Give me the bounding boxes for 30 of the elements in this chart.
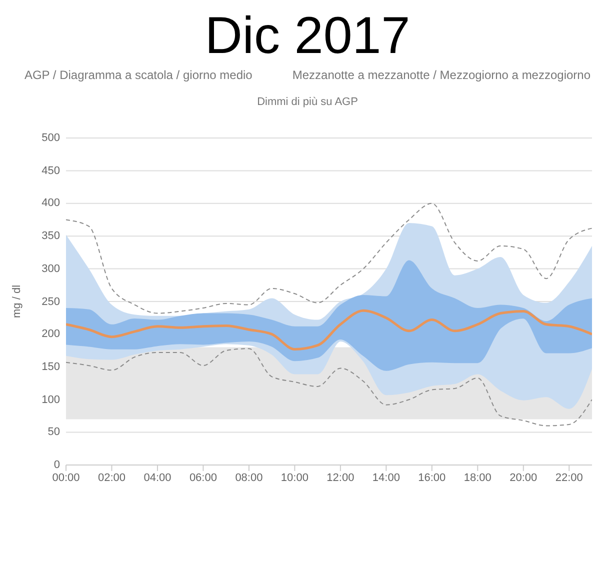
x-tick-label: 08:00 [235, 472, 263, 484]
x-tick-label: 04:00 [144, 472, 172, 484]
text: AGP / Diagramma a scatola / giorno medio [24, 68, 252, 82]
y-tick-label: 50 [48, 425, 60, 440]
y-tick-label: 300 [42, 262, 60, 276]
y-tick-label: 200 [42, 327, 60, 342]
x-tick-label: 14:00 [372, 472, 400, 484]
y-tick-label: 0 [54, 458, 60, 472]
x-tick-label: 10:00 [280, 472, 308, 484]
chart-title: Dic 2017 [204, 7, 412, 65]
y-tick-label: 450 [42, 164, 60, 178]
text: Mezzanotte a mezzanotte / Mezzogiorno a mezzogiorno [292, 68, 591, 82]
y-tick-label: 150 [42, 360, 60, 374]
x-tick-label: 20:00 [510, 472, 538, 484]
y-tick-label: 500 [42, 131, 60, 145]
x-tick-label: 02:00 [98, 472, 126, 484]
x-tick-label: 00:00 [52, 472, 80, 484]
y-tick-label: 100 [42, 392, 60, 407]
x-tick-label: 06:00 [189, 472, 217, 484]
x-tick-label: 18:00 [464, 472, 492, 484]
y-tick-label: 350 [42, 229, 60, 244]
y-tick-label: 250 [42, 294, 60, 308]
y-tick-label: 400 [42, 196, 60, 210]
x-tick-label: 22:00 [555, 472, 583, 484]
y-axis-title: mg / dl [10, 284, 23, 318]
line-series [66, 309, 592, 350]
x-tick-label: 12:00 [326, 472, 354, 484]
line-series [66, 202, 592, 314]
chart-subtitle: Dimmi di più su AGP [256, 96, 359, 108]
x-tick-label: 16:00 [418, 472, 446, 484]
